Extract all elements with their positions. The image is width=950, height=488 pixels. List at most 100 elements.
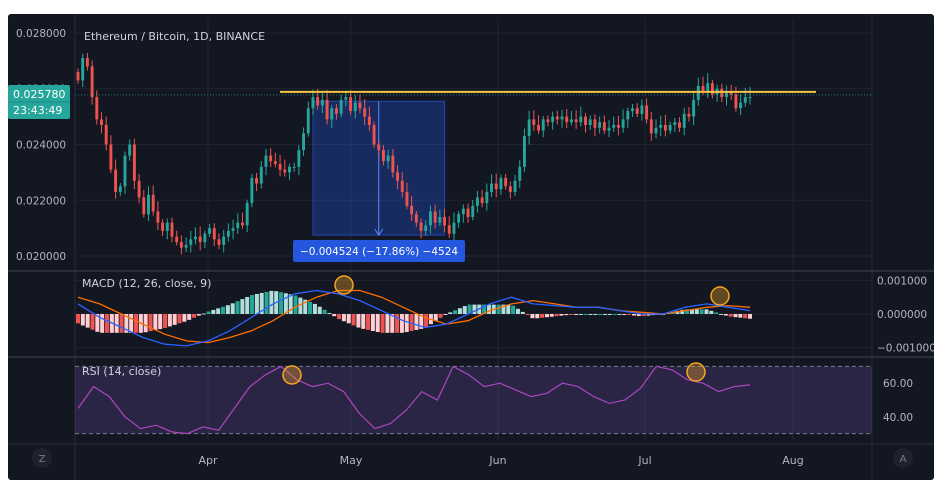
left-scale-button[interactable]: Z [32,448,52,468]
candle [494,173,498,198]
candle [250,173,254,208]
macd-histogram-bar [351,314,356,326]
candle-body [123,155,127,187]
candle-body [508,186,512,192]
candle [485,183,489,211]
candle [490,174,493,197]
candle [400,172,404,198]
macd-histogram-bar [221,306,226,314]
macd-histogram-bar [375,314,380,333]
candle-body [358,102,362,109]
candle [593,114,597,137]
macd-histogram-bar [366,314,371,330]
candle-body [696,85,700,100]
candle [353,95,357,119]
candle-body [241,222,244,226]
candle-body [156,211,160,223]
candle [541,116,545,138]
candle [95,90,99,125]
candle-body [151,194,155,212]
candle [194,227,197,245]
candle-body [410,205,414,215]
candle-body [725,91,728,98]
candle [175,230,179,246]
macd-histogram-bar [235,301,240,314]
macd-histogram-bar [743,314,748,319]
auto-scale-button[interactable]: A [893,448,913,468]
chart-svg[interactable]: 0.0280000.0260000.0240000.0220000.020000… [8,14,934,480]
macd-histogram-bar [486,304,491,314]
candle [598,116,602,134]
time-tick-label: May [340,454,363,467]
measure-box[interactable] [312,100,446,237]
candle-body [461,208,465,215]
candle [198,226,202,251]
time-tick-label: Jul [637,454,651,467]
macd-histogram-bar [501,304,506,314]
candle-body [85,58,89,67]
macd-histogram-bar [269,290,274,314]
candle [466,203,470,223]
candle-body [325,99,329,120]
candle [626,107,630,128]
candle [245,199,249,233]
macd-histogram-bar [588,314,593,315]
macd-histogram-bar [259,292,264,314]
macd-histogram-bar [182,314,187,322]
candle-body [424,225,428,231]
candle-body [532,119,536,125]
candle [259,160,263,189]
candle-body [386,155,390,162]
highlight-circles[interactable] [282,275,730,385]
macd-histogram-bar [554,314,559,317]
candle [264,148,268,176]
candle [269,148,273,168]
candle-body [353,102,357,112]
candle [90,60,94,105]
macd-histogram-bar [578,314,583,315]
macd-histogram-bar [100,314,105,333]
candle [212,223,216,247]
candle-body [114,169,118,192]
price-tick-label: 0.024000 [16,140,66,152]
candle [405,182,409,210]
macd-histogram-bar [622,314,627,315]
candle [720,83,724,103]
candle [203,230,207,248]
candle [414,210,418,227]
candle [635,103,639,118]
macd-histogram-bar [593,314,598,315]
macd-histogram-bar [119,314,124,333]
macd-histogram-bar [728,314,733,317]
candle-body [179,242,183,248]
candle-body [668,124,672,131]
grid-lines [75,19,872,442]
candle [208,223,212,238]
candle-body [687,113,691,117]
candle-body [706,83,710,92]
candle [292,162,296,172]
macd-histogram-bar [646,314,651,316]
candles [76,53,752,255]
auto-scale-button-label: A [900,454,907,465]
candle [226,223,230,242]
candle-body [100,119,103,125]
candle-body [678,122,681,128]
candle-body [743,97,747,103]
candle [457,210,461,228]
candle [579,106,583,127]
candle-body [537,124,540,131]
candle-body [273,161,277,165]
candle [170,217,174,243]
candle [302,127,306,156]
macd-tick-label: 0.000000 [877,309,927,321]
macd-histogram-bar [689,309,694,314]
price-tick-label: 0.028000 [16,28,66,40]
macd-histogram-bar [627,314,632,315]
macd-histogram-bar [327,313,332,315]
candle [678,117,681,132]
current-price-badge: 0.025780 23:43:49 [8,85,70,119]
macd-histogram-bar [192,314,197,318]
candle [147,186,150,221]
macd-histogram-bar [704,309,709,314]
